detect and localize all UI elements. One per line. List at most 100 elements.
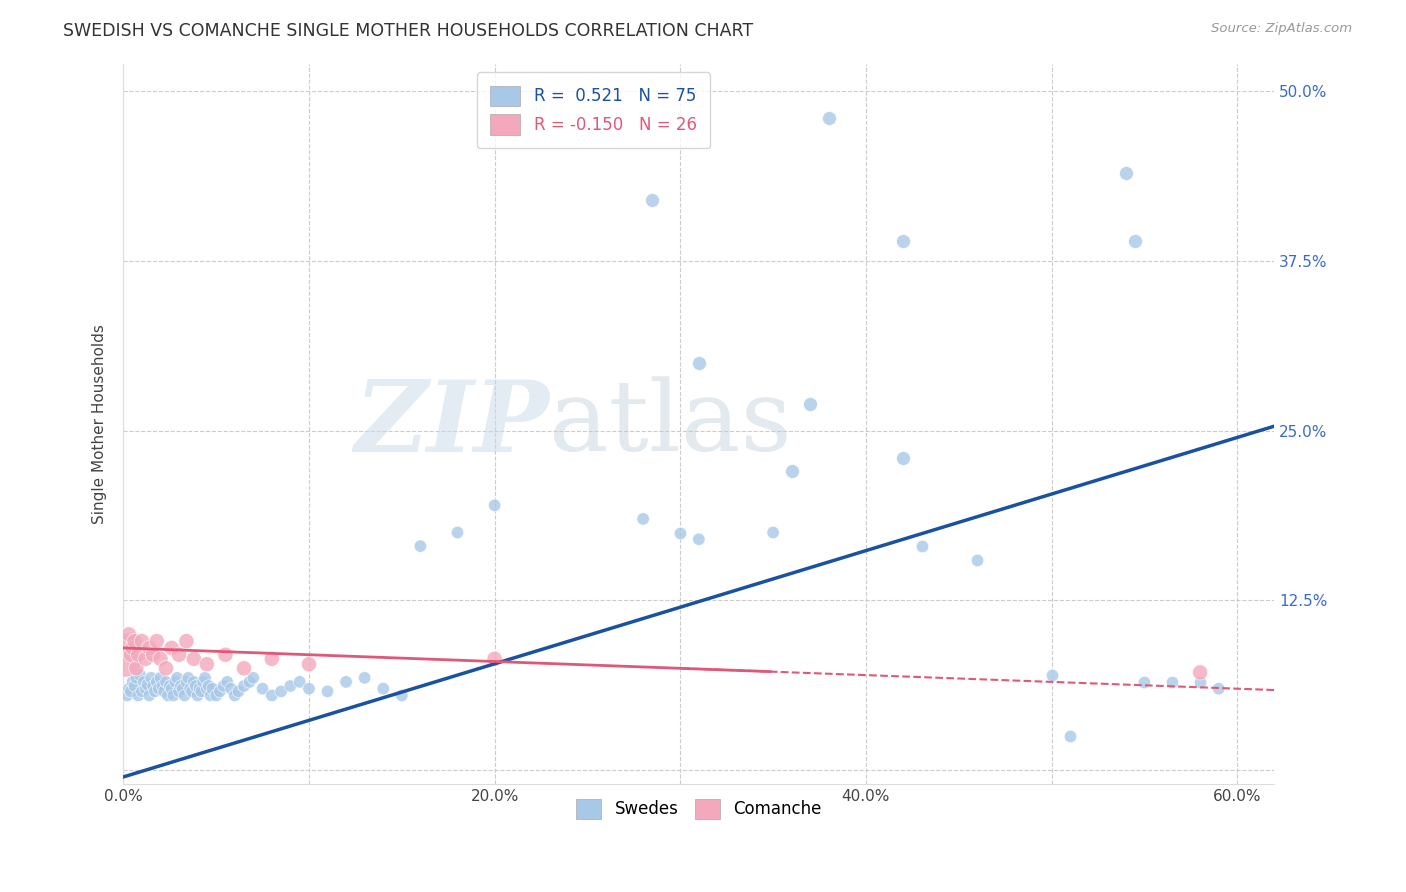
Point [145, 674, 167, 689]
Point [446, 525, 468, 540]
Point [484, 652, 506, 666]
Point [127, 689, 149, 703]
Point [1208, 681, 1230, 696]
Point [484, 499, 506, 513]
Point [260, 652, 283, 666]
Point [156, 689, 179, 703]
Point [118, 681, 141, 696]
Point [114, 655, 136, 669]
Point [1059, 729, 1081, 743]
Point [132, 674, 155, 689]
Point [176, 634, 198, 648]
Point [631, 512, 654, 526]
Point [160, 640, 183, 655]
Point [162, 689, 184, 703]
Point [135, 652, 157, 666]
Point [688, 356, 710, 370]
Point [260, 689, 283, 703]
Point [238, 674, 260, 689]
Point [409, 539, 432, 553]
Point [817, 112, 839, 126]
Point [124, 634, 146, 648]
Point [188, 681, 211, 696]
Point [129, 668, 152, 682]
Point [270, 684, 292, 698]
Point [166, 671, 188, 685]
Point [136, 677, 159, 691]
Point [201, 681, 224, 696]
Point [121, 640, 143, 655]
Point [181, 684, 204, 698]
Point [145, 634, 167, 648]
Point [373, 681, 395, 696]
Point [121, 674, 143, 689]
Point [1115, 166, 1137, 180]
Point [1123, 234, 1146, 248]
Point [142, 648, 165, 662]
Point [160, 681, 183, 696]
Point [124, 679, 146, 693]
Point [641, 193, 664, 207]
Point [115, 689, 138, 703]
Point [353, 671, 375, 685]
Point [1040, 668, 1063, 682]
Point [1189, 665, 1212, 680]
Point [205, 689, 228, 703]
Point [280, 679, 302, 693]
Point [167, 648, 190, 662]
Point [159, 679, 181, 693]
Point [138, 689, 160, 703]
Point [183, 652, 205, 666]
Point [288, 674, 311, 689]
Point [762, 525, 785, 540]
Point [135, 681, 157, 696]
Point [120, 648, 142, 662]
Point [141, 671, 163, 685]
Point [131, 634, 153, 648]
Point [252, 681, 274, 696]
Point [335, 674, 357, 689]
Point [172, 681, 194, 696]
Point [799, 396, 821, 410]
Point [165, 674, 187, 689]
Point [891, 450, 914, 465]
Point [195, 681, 218, 696]
Point [187, 689, 209, 703]
Point [191, 674, 214, 689]
Point [219, 681, 242, 696]
Point [120, 684, 142, 698]
Point [143, 684, 166, 698]
Point [155, 674, 177, 689]
Text: Source: ZipAtlas.com: Source: ZipAtlas.com [1212, 22, 1353, 36]
Point [195, 657, 218, 672]
Text: atlas: atlas [550, 376, 792, 472]
Point [891, 234, 914, 248]
Point [228, 684, 250, 698]
Point [688, 533, 710, 547]
Point [298, 681, 321, 696]
Point [212, 679, 235, 693]
Point [179, 681, 201, 696]
Point [208, 684, 231, 698]
Point [125, 671, 148, 685]
Point [669, 525, 692, 540]
Text: SWEDISH VS COMANCHE SINGLE MOTHER HOUSEHOLDS CORRELATION CHART: SWEDISH VS COMANCHE SINGLE MOTHER HOUSEH… [63, 22, 754, 40]
Point [127, 648, 149, 662]
Point [150, 679, 173, 693]
Point [217, 674, 239, 689]
Point [118, 627, 141, 641]
Point [131, 684, 153, 698]
Point [966, 552, 988, 566]
Point [173, 689, 195, 703]
Point [391, 689, 413, 703]
Point [115, 634, 138, 648]
Point [1161, 674, 1184, 689]
Point [233, 679, 256, 693]
Text: ZIP: ZIP [354, 376, 550, 472]
Y-axis label: Single Mother Households: Single Mother Households [93, 324, 107, 524]
Point [149, 671, 172, 685]
Point [153, 684, 176, 698]
Point [183, 674, 205, 689]
Legend: Swedes, Comanche: Swedes, Comanche [569, 792, 828, 826]
Point [184, 679, 207, 693]
